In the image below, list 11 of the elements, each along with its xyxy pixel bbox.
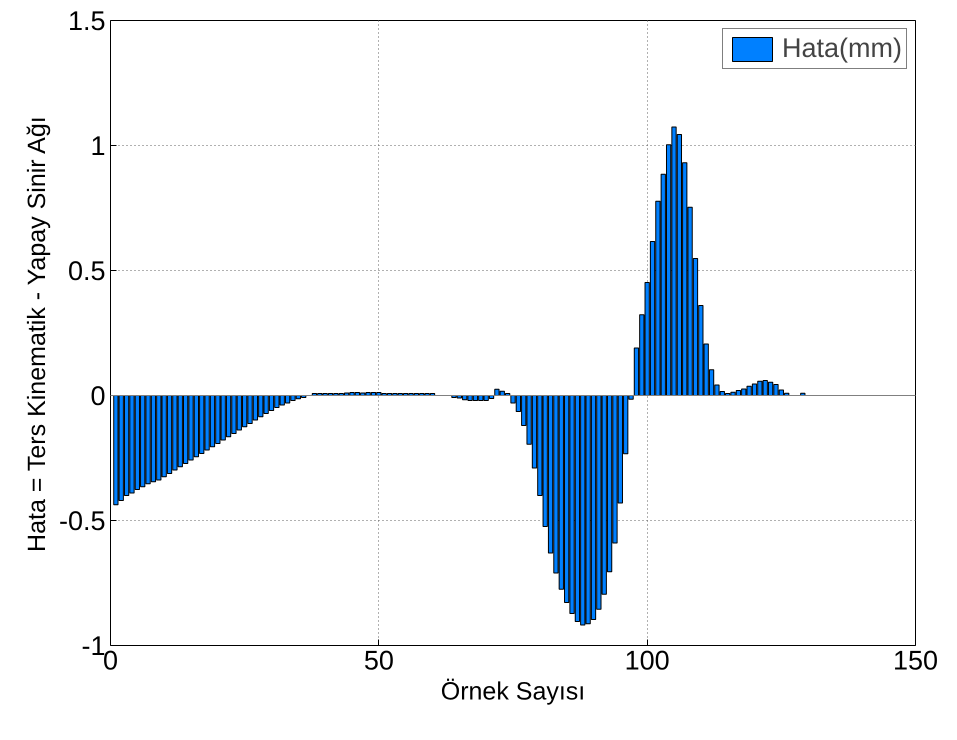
x-tick-label: 50: [364, 646, 394, 676]
x-tick-label: 150: [892, 646, 938, 676]
x-axis-title: Örnek Sayısı: [440, 678, 586, 706]
y-tick-label: -0.5: [58, 506, 106, 536]
y-axis-title: Hata = Ters Kinematik - Yapay Sinir Ağı: [22, 116, 51, 552]
y-tick-label: 0: [90, 381, 106, 411]
y-tick-label: 1: [90, 131, 106, 161]
y-tick-label: 1.5: [68, 6, 106, 36]
legend-label: Hata(mm): [782, 33, 902, 64]
x-tick-label: 100: [624, 646, 670, 676]
y-tick-label: 0.5: [68, 256, 106, 286]
